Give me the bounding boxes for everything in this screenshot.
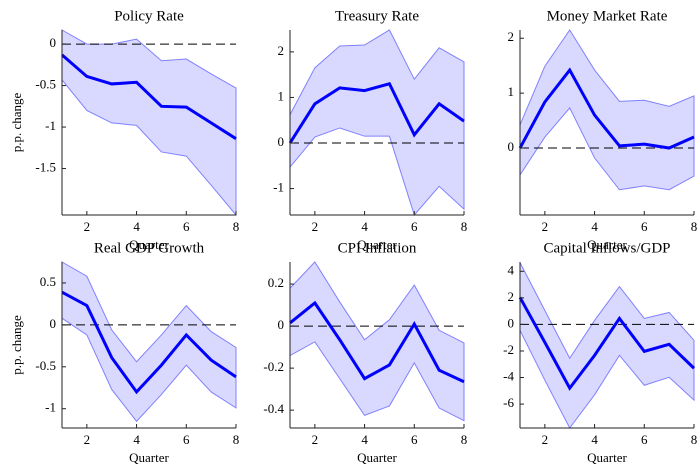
chart-title: Treasury Rate xyxy=(335,8,419,24)
y-tick-label: 4 xyxy=(508,262,515,277)
x-tick-label: 4 xyxy=(361,432,368,447)
y-tick-label: -0.5 xyxy=(35,77,56,92)
y-tick-label: 0 xyxy=(50,316,57,331)
x-tick-label: 2 xyxy=(84,432,91,447)
y-tick-label: -0.5 xyxy=(35,358,56,373)
x-tick-label: 8 xyxy=(233,432,240,447)
confidence-band xyxy=(289,261,465,422)
chart-title: Policy Rate xyxy=(114,8,184,24)
x-tick-label: 4 xyxy=(591,432,598,447)
x-axis-label: Quarter xyxy=(587,450,627,465)
x-axis-label: Quarter xyxy=(129,237,169,252)
response-line xyxy=(61,290,237,395)
x-axis-label: Quarter xyxy=(357,450,397,465)
x-tick-label: 2 xyxy=(312,432,319,447)
y-axis-label: p.p. change xyxy=(9,92,24,152)
y-tick-label: -1 xyxy=(273,180,284,195)
response-line xyxy=(518,67,695,150)
x-tick-label: 8 xyxy=(691,432,698,447)
y-tick-label: 2 xyxy=(508,29,515,44)
y-tick-label: 0.5 xyxy=(40,274,56,289)
chart-title: Capital Inflows/GDP xyxy=(543,240,670,256)
x-tick-label: 6 xyxy=(183,432,190,447)
y-axis-label: p.p. change xyxy=(9,315,24,375)
x-tick-label: 6 xyxy=(183,219,190,234)
x-tick-label: 2 xyxy=(84,219,91,234)
confidence-band xyxy=(289,29,465,217)
confidence-band xyxy=(61,261,237,423)
x-tick-label: 8 xyxy=(691,219,698,234)
y-tick-label: -6 xyxy=(503,395,514,410)
x-tick-label: 6 xyxy=(411,219,418,234)
response-line xyxy=(61,53,237,140)
y-tick-label: -1 xyxy=(45,400,56,415)
chart-title: Real GDP Growth xyxy=(94,240,205,256)
y-tick-label: -0.2 xyxy=(263,359,284,374)
x-tick-label: 2 xyxy=(312,219,319,234)
x-tick-label: 8 xyxy=(233,219,240,234)
x-tick-label: 4 xyxy=(361,219,368,234)
x-tick-label: 6 xyxy=(411,432,418,447)
y-tick-label: 1 xyxy=(508,84,515,99)
x-tick-label: 6 xyxy=(641,432,648,447)
y-tick-label: -1 xyxy=(45,118,56,133)
y-tick-label: -2 xyxy=(503,342,514,357)
x-tick-label: 8 xyxy=(461,219,468,234)
x-tick-label: 4 xyxy=(133,219,140,234)
x-axis-label: Quarter xyxy=(587,237,627,252)
response-line xyxy=(288,81,465,144)
x-axis-label: Quarter xyxy=(129,450,169,465)
chart-title: CPI Inflation xyxy=(338,240,417,256)
y-tick-label: 2 xyxy=(508,289,515,304)
confidence-band xyxy=(519,262,695,429)
y-tick-label: 0 xyxy=(278,134,285,149)
x-tick-label: 4 xyxy=(591,219,598,234)
chart-title: Money Market Rate xyxy=(547,8,668,24)
x-tick-label: 4 xyxy=(133,432,140,447)
y-tick-label: 0 xyxy=(508,315,515,330)
y-tick-label: 1 xyxy=(278,88,285,103)
x-tick-label: 6 xyxy=(641,219,648,234)
y-tick-label: -1.5 xyxy=(35,160,56,175)
y-tick-label: -0.4 xyxy=(263,401,284,416)
x-tick-label: 2 xyxy=(542,432,549,447)
x-axis-label: Quarter xyxy=(357,237,397,252)
y-tick-label: 0 xyxy=(278,317,285,332)
response-line xyxy=(518,296,696,391)
y-tick-label: 2 xyxy=(278,43,285,58)
confidence-band xyxy=(519,29,695,191)
response-line xyxy=(289,300,465,384)
y-tick-label: 0 xyxy=(508,139,515,154)
x-tick-label: 8 xyxy=(461,432,468,447)
y-tick-label: -4 xyxy=(503,369,514,384)
y-tick-label: 0.2 xyxy=(268,275,284,290)
x-tick-label: 2 xyxy=(542,219,549,234)
y-tick-label: 0 xyxy=(50,35,57,50)
